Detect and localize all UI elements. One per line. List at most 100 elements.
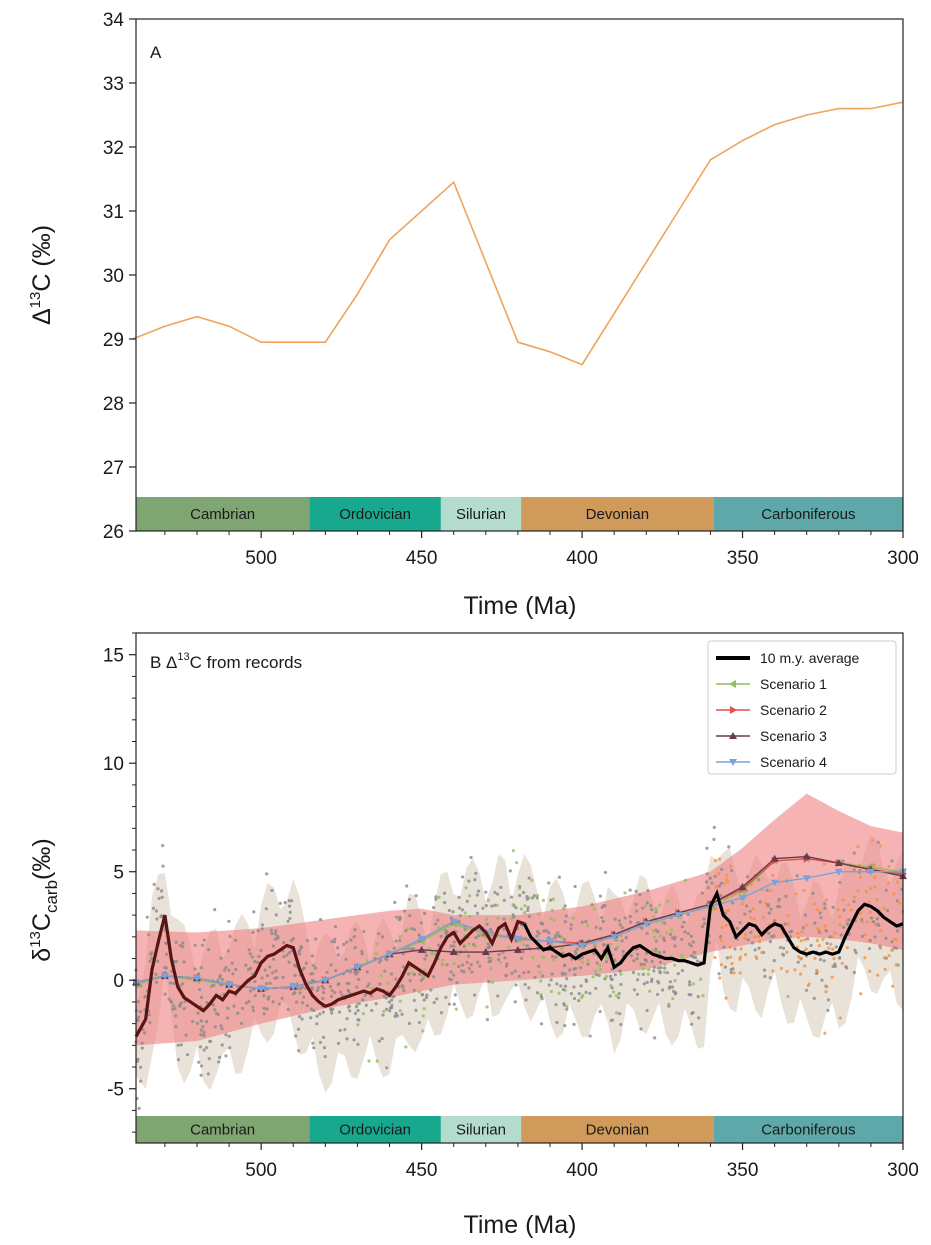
data-point xyxy=(457,919,461,923)
data-point xyxy=(660,920,664,924)
data-point xyxy=(430,952,434,956)
data-point xyxy=(883,967,887,971)
data-point xyxy=(139,1079,143,1083)
data-point xyxy=(724,877,728,882)
data-point xyxy=(227,919,231,923)
data-point xyxy=(521,890,526,895)
data-point xyxy=(561,987,565,992)
data-point xyxy=(310,954,314,958)
data-point xyxy=(605,956,609,960)
data-point xyxy=(894,963,898,967)
data-point xyxy=(526,908,530,913)
data-point xyxy=(256,960,260,965)
data-point xyxy=(234,938,238,942)
data-point xyxy=(274,969,278,973)
data-point xyxy=(573,884,577,889)
data-point xyxy=(750,941,755,945)
data-point xyxy=(890,940,894,944)
period-band xyxy=(713,497,903,531)
data-point xyxy=(680,968,685,973)
data-point xyxy=(437,895,441,899)
data-point xyxy=(460,908,465,912)
data-point xyxy=(390,998,394,1002)
data-point xyxy=(387,1000,391,1004)
y-tick-label: 30 xyxy=(103,266,124,287)
series-marker xyxy=(834,868,843,876)
data-point xyxy=(407,897,411,902)
data-point xyxy=(786,922,790,926)
data-point xyxy=(259,948,263,952)
data-point xyxy=(488,959,492,963)
data-point xyxy=(226,949,230,953)
data-point xyxy=(136,1015,141,1019)
data-point xyxy=(412,998,416,1003)
data-point xyxy=(573,967,578,971)
data-point xyxy=(323,1055,327,1059)
y-tick-label: 34 xyxy=(103,10,125,31)
data-point xyxy=(584,920,588,924)
data-point xyxy=(333,937,337,941)
data-point xyxy=(465,960,469,965)
data-point xyxy=(422,974,426,979)
data-point xyxy=(511,913,515,917)
data-point xyxy=(757,934,761,939)
data-point xyxy=(260,976,264,980)
data-point xyxy=(193,967,197,971)
data-point xyxy=(604,960,609,964)
period-label: Carboniferous xyxy=(761,506,855,523)
data-point xyxy=(321,1035,326,1039)
data-point xyxy=(457,964,461,969)
data-point xyxy=(256,929,260,933)
data-point xyxy=(436,918,440,922)
data-point xyxy=(143,994,148,998)
data-point xyxy=(803,913,808,917)
data-point xyxy=(572,996,577,1001)
data-point xyxy=(370,986,374,991)
data-point xyxy=(460,969,464,973)
data-point xyxy=(349,938,353,942)
data-point xyxy=(182,960,186,964)
data-point xyxy=(839,933,843,937)
data-point xyxy=(474,871,478,875)
data-point xyxy=(562,964,567,968)
data-point xyxy=(831,964,835,968)
data-point xyxy=(265,872,269,876)
data-point xyxy=(618,969,622,973)
data-point xyxy=(380,935,385,939)
data-point xyxy=(653,1036,657,1040)
data-point xyxy=(841,859,845,863)
data-point xyxy=(653,935,657,939)
data-point xyxy=(398,915,402,919)
data-point xyxy=(603,870,608,875)
data-point xyxy=(173,1007,177,1011)
data-point xyxy=(686,913,690,917)
data-point xyxy=(310,987,314,991)
series-marker xyxy=(834,859,843,867)
data-point xyxy=(282,940,286,945)
delta13c-line xyxy=(132,101,904,366)
data-point xyxy=(869,916,874,920)
data-point xyxy=(207,947,211,952)
data-point xyxy=(777,897,781,902)
data-point xyxy=(603,977,607,981)
data-point xyxy=(873,935,877,939)
data-point xyxy=(555,982,559,986)
data-point xyxy=(497,952,501,957)
data-point xyxy=(524,998,528,1002)
data-point xyxy=(856,845,860,849)
data-point xyxy=(842,925,846,929)
data-point xyxy=(893,937,897,941)
data-point xyxy=(402,909,407,913)
data-point xyxy=(631,970,636,975)
data-point xyxy=(441,958,445,962)
data-point xyxy=(420,993,425,997)
data-point xyxy=(662,966,667,970)
data-point xyxy=(593,969,598,973)
data-point xyxy=(484,917,489,921)
data-point xyxy=(167,997,171,1001)
data-point xyxy=(845,966,849,970)
data-point xyxy=(400,1012,404,1016)
data-point xyxy=(762,968,767,972)
data-point xyxy=(875,897,879,902)
data-point xyxy=(526,905,530,910)
